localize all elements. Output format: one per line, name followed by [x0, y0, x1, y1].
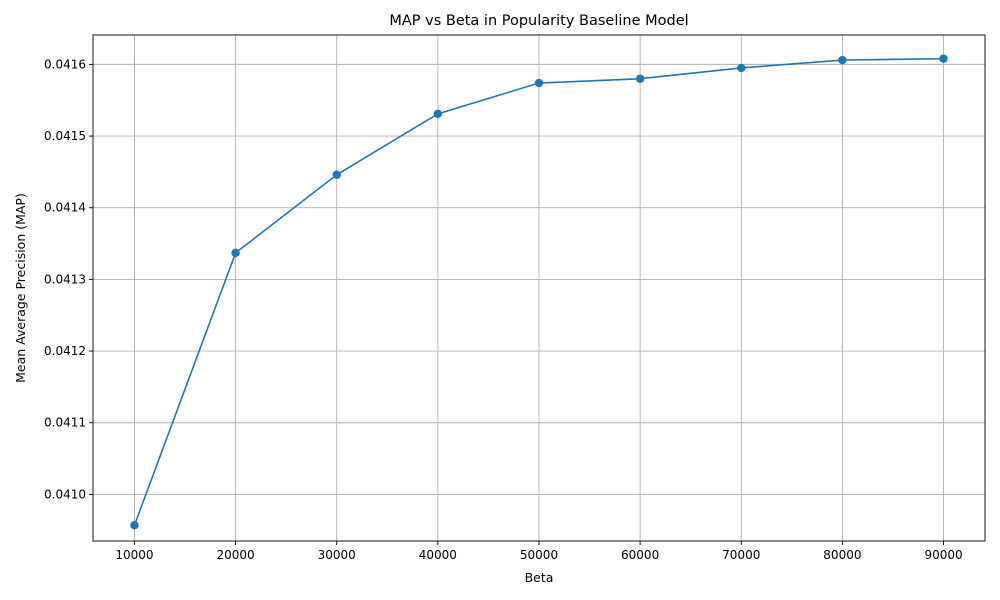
y-tick-label: 0.0413 [44, 272, 86, 286]
data-point [838, 55, 847, 65]
y-tick-label: 0.0416 [44, 57, 86, 71]
y-tick-label: 0.0410 [44, 487, 86, 501]
x-tick-label: 70000 [722, 548, 760, 562]
x-tick-label: 60000 [621, 548, 659, 562]
data-point [939, 54, 948, 63]
data-point [433, 109, 443, 119]
y-tick-label: 0.0414 [44, 201, 86, 215]
x-axis-label: Beta [525, 570, 554, 585]
data-point [332, 170, 341, 179]
data-point [231, 248, 240, 258]
y-tick-label: 0.0415 [44, 129, 86, 143]
data-point [635, 74, 645, 83]
y-tick-label: 0.0411 [44, 416, 86, 430]
data-point [130, 521, 139, 530]
axes: 10000 20000 30000 40000 50000 60000 70000 80000… [44, 34, 986, 562]
x-tick-label: 40000 [419, 548, 457, 562]
y-axis-label: Mean Average Precision (MAP) [13, 193, 28, 383]
x-tick-label: 50000 [520, 548, 558, 562]
x-tick-label: 20000 [217, 548, 255, 562]
series-layer [130, 54, 948, 530]
plot-frame [92, 34, 986, 542]
x-tick-label: 10000 [115, 548, 153, 562]
x-tick-label: 90000 [924, 548, 962, 562]
data-point [534, 78, 544, 88]
grid-lines [93, 35, 985, 541]
x-tick-label: 30000 [318, 548, 356, 562]
x-tick-label: 80000 [823, 548, 861, 562]
chart-title: MAP vs Beta in Popularity Baseline Model [389, 13, 688, 29]
data-point [737, 63, 746, 73]
y-tick-label: 0.0412 [44, 344, 86, 358]
